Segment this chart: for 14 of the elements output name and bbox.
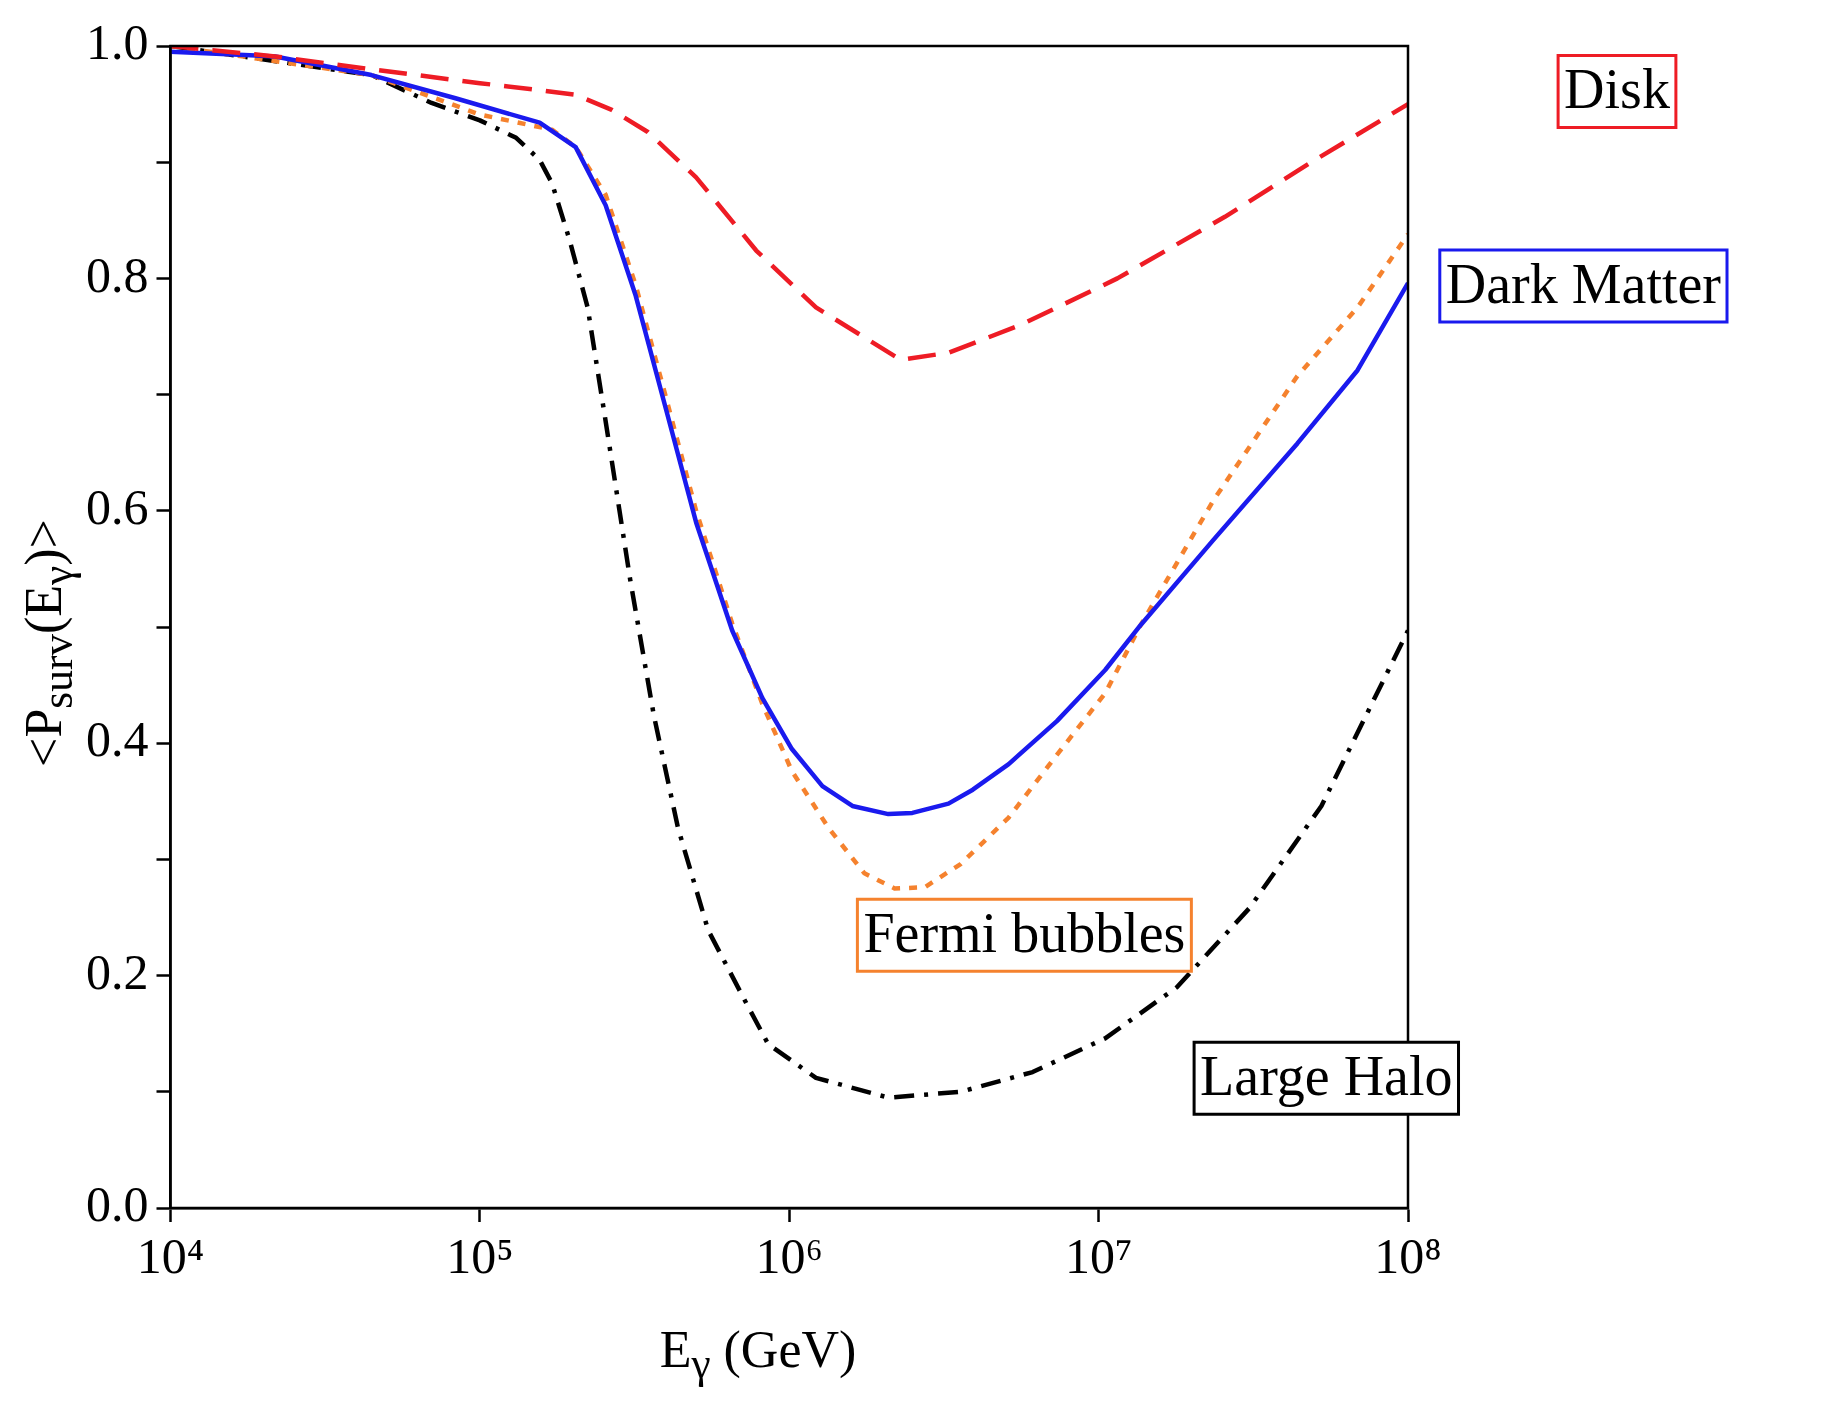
text: Disk [1564,58,1670,121]
y-tick-label: 1.0 [86,14,149,71]
y-tick-label: 0.4 [86,711,149,768]
y-tick-label: 0.2 [86,943,149,1000]
x-axis-title: E$_{γ}$ (GeV) [658,1319,858,1388]
y-tick-label: 0.8 [86,246,149,303]
x-tick-label: 10⁷ [1064,1228,1133,1285]
series-label: Dark Matter [1445,252,1722,315]
x-tick-label: 10⁵ [446,1228,514,1285]
series-label: Fermi bubbles [863,901,1186,964]
x-tick-label: 10⁶ [755,1228,823,1285]
y-tick-label: 0.6 [86,478,149,535]
series-label: Large Halo [1200,1045,1453,1107]
x-tick-label: 10⁸ [1374,1228,1442,1285]
